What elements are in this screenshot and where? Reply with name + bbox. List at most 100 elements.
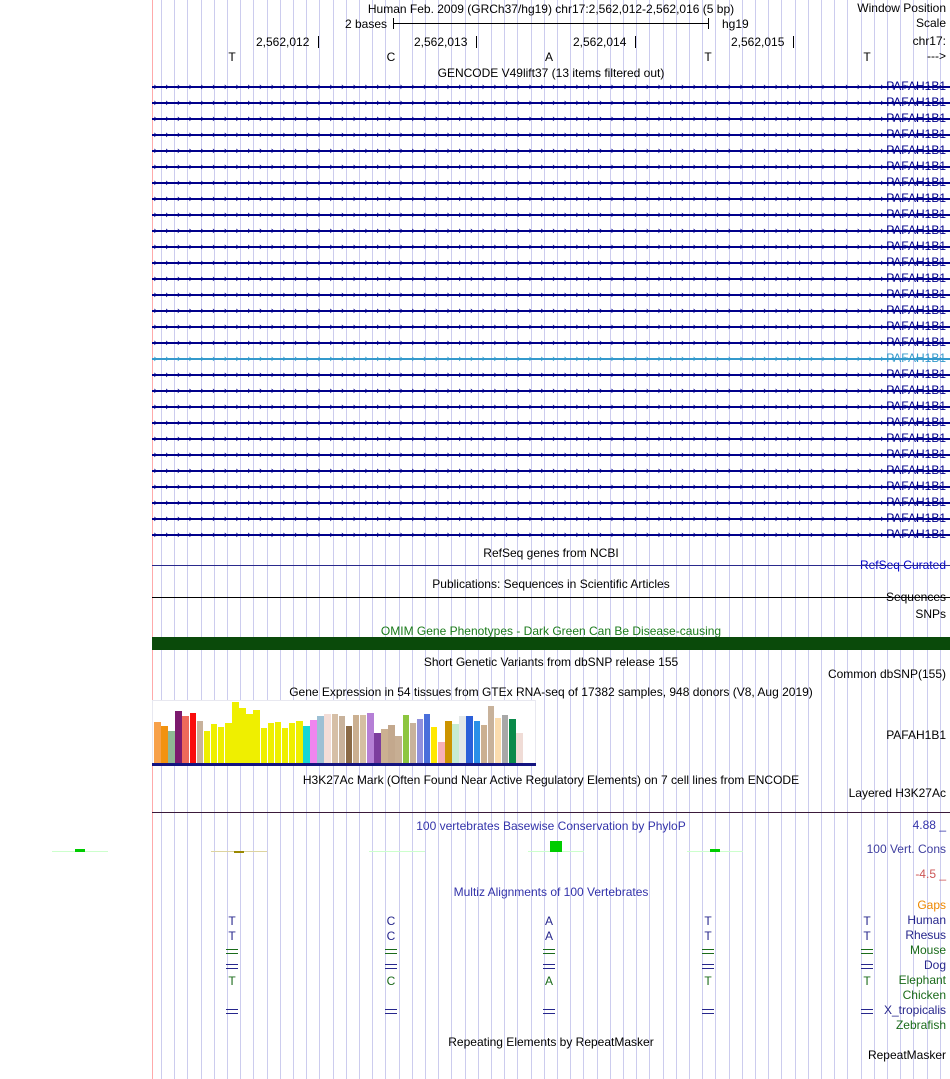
multiz-species-label[interactable]: Chicken: [902, 988, 946, 1002]
gencode-gene-row[interactable]: ››››››››››››››››››››››››››››››››››››››››…: [152, 112, 950, 126]
gencode-gene-row[interactable]: ››››››››››››››››››››››››››››››››››››››››…: [152, 352, 950, 366]
gtex-tissue-bar[interactable]: [317, 716, 324, 765]
gtex-tissue-bar[interactable]: [516, 733, 523, 765]
gtex-tissue-bar[interactable]: [395, 736, 402, 765]
gencode-gene-row[interactable]: ››››››››››››››››››››››››››››››››››››››››…: [152, 144, 950, 158]
gtex-tissue-bar[interactable]: [374, 733, 381, 765]
gtex-tissue-bar[interactable]: [466, 716, 473, 765]
gencode-gene-row[interactable]: ››››››››››››››››››››››››››››››››››››››››…: [152, 432, 950, 446]
conservation-bar[interactable]: [550, 841, 562, 852]
gencode-gene-row[interactable]: ››››››››››››››››››››››››››››››››››››››››…: [152, 240, 950, 254]
multiz-gaps-label[interactable]: Gaps: [917, 898, 946, 912]
gtex-tissue-bar[interactable]: [494, 718, 502, 765]
gtex-tissue-bar[interactable]: [189, 713, 197, 765]
multiz-species-row[interactable]: [152, 959, 950, 974]
h3k27ac-label[interactable]: Layered H3K27Ac: [848, 786, 946, 800]
gtex-tissue-bar[interactable]: [480, 725, 488, 765]
multiz-species-label[interactable]: Elephant: [898, 973, 946, 987]
multiz-species-row[interactable]: [152, 989, 950, 1004]
refseq-track-title[interactable]: RefSeq genes from NCBI: [483, 546, 619, 560]
gencode-gene-row[interactable]: ››››››››››››››››››››››››››››››››››››››››…: [152, 224, 950, 238]
gtex-tissue-bar[interactable]: [452, 724, 459, 765]
gtex-tissue-bar[interactable]: [196, 721, 204, 765]
gtex-tissue-bar[interactable]: [459, 716, 466, 765]
multiz-track-title[interactable]: Multiz Alignments of 100 Vertebrates: [453, 885, 649, 899]
gtex-expression-barchart[interactable]: [152, 700, 536, 766]
gtex-tissue-bar[interactable]: [367, 713, 374, 765]
multiz-species-label[interactable]: Zebrafish: [895, 1018, 946, 1032]
gtex-tissue-bar[interactable]: [416, 719, 424, 765]
gencode-gene-row[interactable]: ››››››››››››››››››››››››››››››››››››››››…: [152, 512, 950, 526]
gencode-gene-row[interactable]: ››››››››››››››››››››››››››››››››››››››››…: [152, 320, 950, 334]
gtex-tissue-bar[interactable]: [168, 731, 175, 765]
gencode-gene-row[interactable]: ››››››››››››››››››››››››››››››››››››››››…: [152, 448, 950, 462]
gencode-gene-row[interactable]: ››››››››››››››››››››››››››››››››››››››››…: [152, 464, 950, 478]
gencode-gene-row[interactable]: ››››››››››››››››››››››››››››››››››››››››…: [152, 96, 950, 110]
gencode-gene-row[interactable]: ››››››››››››››››››››››››››››››››››››››››…: [152, 496, 950, 510]
gtex-tissue-bar[interactable]: [303, 726, 310, 765]
gencode-gene-row[interactable]: ››››››››››››››››››››››››››››››››››››››››…: [152, 208, 950, 222]
gtex-tissue-bar[interactable]: [324, 714, 331, 765]
dbsnp-label[interactable]: Common dbSNP(155): [827, 667, 946, 681]
gtex-tissue-bar[interactable]: [217, 727, 225, 765]
gtex-tissue-bar[interactable]: [345, 726, 353, 765]
conservation-bar[interactable]: [75, 849, 85, 852]
gtex-tissue-bar[interactable]: [331, 714, 339, 765]
multiz-species-label[interactable]: Rhesus: [905, 928, 946, 942]
gencode-gene-row[interactable]: ››››››››››››››››››››››››››››››››››››››››…: [152, 256, 950, 270]
multiz-species-label[interactable]: Mouse: [909, 943, 946, 957]
gencode-gene-row[interactable]: ››››››››››››››››››››››››››››››››››››››››…: [152, 336, 950, 350]
gtex-tissue-bar[interactable]: [338, 716, 346, 765]
publications-track-title[interactable]: Publications: Sequences in Scientific Ar…: [432, 577, 670, 591]
gtex-tissue-bar[interactable]: [274, 722, 282, 765]
conservation-label[interactable]: 100 Vert. Cons: [866, 842, 946, 856]
conservation-bar[interactable]: [710, 849, 720, 852]
gencode-gene-row[interactable]: ››››››››››››››››››››››››››››››››››››››››…: [152, 528, 950, 542]
gtex-tissue-bar[interactable]: [182, 716, 189, 765]
gtex-tissue-bar[interactable]: [509, 719, 516, 765]
conservation-plot[interactable]: [0, 822, 798, 880]
gencode-gene-row[interactable]: ››››››››››››››››››››››››››››››››››››››››…: [152, 384, 950, 398]
gtex-tissue-bar[interactable]: [310, 720, 317, 765]
gtex-tissue-bar[interactable]: [296, 721, 303, 765]
gtex-tissue-bar[interactable]: [381, 729, 388, 765]
gtex-tissue-bar[interactable]: [423, 714, 431, 765]
gtex-tissue-bar[interactable]: [473, 721, 481, 765]
repeatmasker-label[interactable]: RepeatMasker: [867, 1048, 946, 1062]
gtex-tissue-bar[interactable]: [203, 731, 211, 765]
omim-gene-block[interactable]: [152, 637, 950, 650]
gtex-tissue-bar[interactable]: [253, 710, 260, 765]
gencode-gene-row[interactable]: ››››››››››››››››››››››››››››››››››››››››…: [152, 480, 950, 494]
gtex-tissue-bar[interactable]: [232, 702, 239, 765]
h3k27ac-track-title[interactable]: H3K27Ac Mark (Often Found Near Active Re…: [302, 773, 800, 787]
gtex-tissue-bar[interactable]: [246, 714, 253, 765]
gtex-tissue-bar[interactable]: [359, 715, 367, 765]
conservation-track-title[interactable]: 100 vertebrates Basewise Conservation by…: [416, 819, 686, 833]
gencode-gene-row[interactable]: ››››››››››››››››››››››››››››››››››››››››…: [152, 192, 950, 206]
gencode-track-title[interactable]: GENCODE V49lift37 (13 items filtered out…: [437, 66, 665, 80]
gtex-tissue-bar[interactable]: [210, 724, 218, 765]
multiz-species-row[interactable]: [152, 944, 950, 959]
multiz-species-label[interactable]: Dog: [923, 958, 946, 972]
gencode-gene-row[interactable]: ››››››››››››››››››››››››››››››››››››››››…: [152, 128, 950, 142]
gtex-tissue-bar[interactable]: [352, 715, 360, 765]
gencode-gene-row[interactable]: ››››››››››››››››››››››››››››››››››››››››…: [152, 80, 950, 94]
conservation-bar[interactable]: [234, 851, 244, 853]
gtex-tissue-bar[interactable]: [161, 726, 168, 765]
gtex-tissue-bar[interactable]: [402, 715, 410, 765]
repeatmasker-track-title[interactable]: Repeating Elements by RepeatMasker: [448, 1035, 654, 1049]
gtex-tissue-bar[interactable]: [154, 722, 161, 765]
snps-label[interactable]: SNPs: [915, 607, 946, 621]
multiz-species-label[interactable]: Human: [907, 913, 946, 927]
gtex-tissue-bar[interactable]: [430, 727, 438, 765]
dbsnp-track-title[interactable]: Short Genetic Variants from dbSNP releas…: [423, 655, 679, 669]
gtex-label[interactable]: PAFAH1B1: [886, 728, 946, 742]
gtex-tissue-bar[interactable]: [487, 706, 495, 765]
gencode-gene-row[interactable]: ››››››››››››››››››››››››››››››››››››››››…: [152, 368, 950, 382]
gencode-gene-row[interactable]: ››››››››››››››››››››››››››››››››››››››››…: [152, 272, 950, 286]
gencode-gene-row[interactable]: ››››››››››››››››››››››››››››››››››››››››…: [152, 160, 950, 174]
gencode-gene-row[interactable]: ››››››››››››››››››››››››››››››››››››››››…: [152, 416, 950, 430]
